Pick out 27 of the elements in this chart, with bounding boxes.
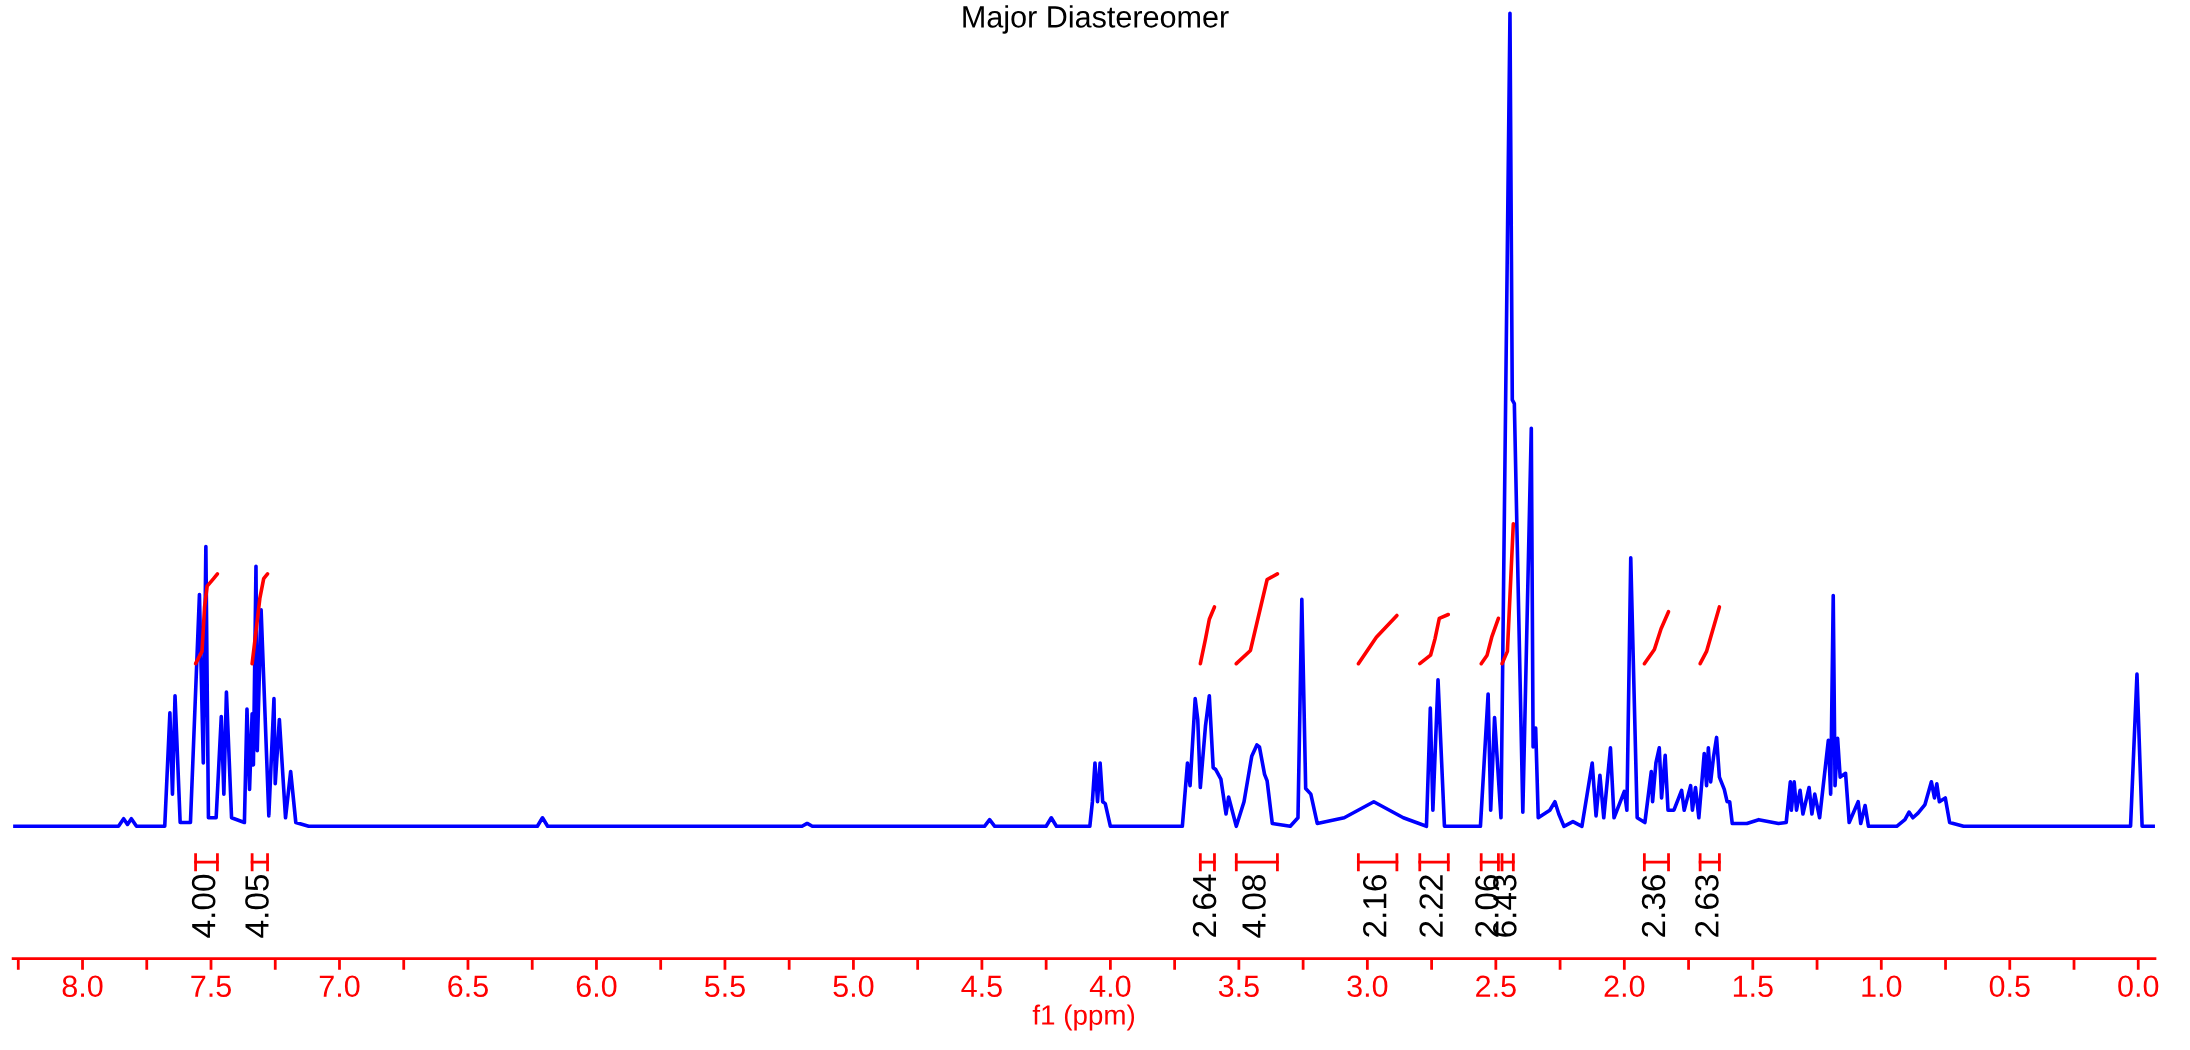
x-tick-label: 2.5 [1476,975,1516,998]
annotation: 2.64 [1192,874,1217,937]
annotation: 2.22 [1419,875,1443,937]
x-tick-label: 5.5 [704,975,745,998]
x-tick-label: 1.5 [1733,975,1773,998]
annotation: 2.63 [1695,875,1719,937]
x-tick-label: 3.5 [1218,975,1259,998]
x-tick-label: 0.5 [1989,975,2030,998]
x-tick-label: 2.0 [1604,975,1645,998]
x-tick-label: 7.5 [191,975,231,998]
annotation: 2.16 [1362,875,1387,937]
x-tick-label: 5.0 [833,975,874,998]
x-tick-label: 6.5 [448,975,488,998]
x-tick-label: 0.0 [2118,975,2159,998]
x-tick-label: 8.0 [62,975,103,998]
chart-title: Major Diastereomer [963,5,1229,34]
x-tick-label: 4.5 [961,975,1002,998]
x-tick-label: 3.0 [1347,975,1388,998]
annotation: 2.36 [1641,875,1666,937]
x-tick-label: 1.0 [1862,975,1902,998]
x-axis-title: f1 (ppm) [1032,1004,1135,1031]
x-tick-label: 6.0 [576,975,617,998]
annotation: 4.05 [245,874,269,938]
x-tick-label: 4.0 [1089,975,1131,998]
annotation: 4.08 [1242,875,1266,938]
x-tick-label: 7.0 [319,975,360,998]
annotation: 4.00 [191,874,216,938]
